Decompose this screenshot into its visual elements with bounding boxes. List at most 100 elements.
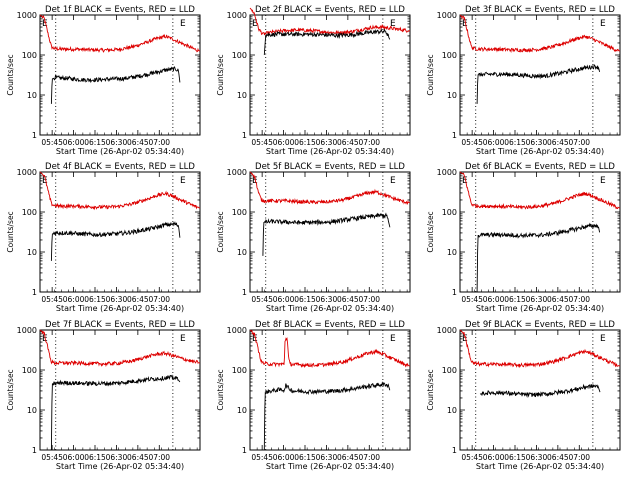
y-tick-label: 10 [27,406,37,415]
panel-title: Det 5f BLACK = Events, RED = LLD [255,162,405,172]
y-tick-label: 1000 [437,326,457,335]
x-tick-label: 06:30 [526,453,548,462]
y-tick-label: 100 [232,51,247,60]
x-tick-label: 07:00 [568,453,590,462]
x-axis-label: Start Time (26-Apr-02 05:34:40) [56,462,184,471]
x-tick-label: 06:30 [106,295,128,304]
e-annotation: E [390,334,396,344]
y-tick-label: 10 [237,406,247,415]
x-tick-label: 07:00 [148,295,170,304]
x-tick-label: 06:00 [483,138,505,147]
x-tick-label: 06:15 [294,453,316,462]
panel-det-4: Det 4f BLACK = Events, RED = LLD 1 10 100 10… [6,162,201,313]
events-series-line [476,222,601,293]
y-tick-label: 1000 [17,326,37,335]
y-tick-label: 100 [22,208,37,217]
e-annotation: E [42,176,48,186]
plot-frame [39,329,201,451]
events-series-line [479,383,601,399]
y-tick-label: 10 [447,406,457,415]
x-tick-label: 06:45 [127,295,149,304]
plot-frame [249,14,411,136]
e-annotation: E [180,334,186,344]
x-tick-label: 06:00 [273,295,295,304]
y-tick-label: 100 [22,366,37,375]
panel-title: Det 9f BLACK = Events, RED = LLD [465,320,615,330]
y-axis-label: Counts/sec [6,211,15,252]
e-annotation: E [600,334,606,344]
y-axis-label: Counts/sec [426,211,435,252]
x-axis-label: Start Time (26-Apr-02 05:34:40) [56,147,184,156]
x-tick-label: 06:15 [504,295,526,304]
events-series-line [263,381,391,451]
x-tick-label: 07:00 [148,138,170,147]
x-tick-label: 06:15 [84,295,106,304]
e-annotation: E [600,176,606,186]
x-tick-label: 06:45 [337,138,359,147]
y-tick-label: 100 [442,208,457,217]
x-tick-label: 05:45 [41,453,63,462]
x-tick-label: 06:45 [547,453,569,462]
panel-det-9: Det 9f BLACK = Events, RED = LLD 1 10 100 10… [426,320,621,471]
y-axis-label: Counts/sec [6,54,15,95]
e-annotation: E [180,176,186,186]
x-axis-label: Start Time (26-Apr-02 05:34:40) [266,147,394,156]
panel-title: Det 1f BLACK = Events, RED = LLD [45,5,195,15]
y-tick-label: 1000 [17,11,37,20]
x-tick-label: 07:00 [358,138,380,147]
panel-title: Det 2f BLACK = Events, RED = LLD [255,5,405,15]
lld-series-line [249,329,411,369]
x-tick-label: 05:45 [461,453,483,462]
x-axis-label: Start Time (26-Apr-02 05:34:40) [476,304,604,313]
y-tick-label: 1 [242,446,247,455]
e-annotation: E [180,19,186,29]
x-tick-label: 05:45 [251,453,273,462]
x-tick-label: 06:15 [504,138,526,147]
y-tick-label: 10 [237,248,247,257]
x-tick-label: 06:00 [63,295,85,304]
x-tick-label: 06:15 [504,453,526,462]
e-annotation: E [252,19,258,29]
y-tick-label: 10 [447,91,457,100]
e-annotation: E [462,176,468,186]
e-annotation: E [390,19,396,29]
y-axis-label: Counts/sec [216,54,225,95]
y-tick-label: 100 [232,366,247,375]
panel-det-2: Det 2f BLACK = Events, RED = LLD 1 10 100 10… [216,5,411,156]
x-tick-label: 05:45 [461,138,483,147]
x-tick-label: 05:45 [461,295,483,304]
x-tick-label: 06:30 [526,138,548,147]
x-tick-label: 07:00 [568,138,590,147]
x-tick-label: 06:00 [483,295,505,304]
y-tick-label: 1000 [437,168,457,177]
e-annotation: E [462,334,468,344]
e-annotation: E [600,19,606,29]
plot-frame [39,14,201,136]
plot-frame [249,329,411,451]
y-tick-label: 1000 [227,11,247,20]
events-series-line [50,66,181,104]
x-tick-label: 06:45 [547,138,569,147]
x-tick-label: 06:15 [84,453,106,462]
panel-title: Det 6f BLACK = Events, RED = LLD [465,162,615,172]
y-tick-label: 10 [27,248,37,257]
events-series-line [476,64,601,104]
y-tick-label: 1 [452,131,457,140]
y-tick-label: 10 [27,91,37,100]
x-tick-label: 06:00 [63,138,85,147]
plot-frame [459,14,621,136]
x-tick-label: 05:45 [41,295,63,304]
y-tick-label: 10 [237,91,247,100]
lld-series-line [39,329,201,368]
plot-frame [249,171,411,293]
panel-title: Det 7f BLACK = Events, RED = LLD [45,320,195,330]
x-axis-label: Start Time (26-Apr-02 05:34:40) [56,304,184,313]
x-tick-label: 06:00 [63,453,85,462]
x-tick-label: 07:00 [148,453,170,462]
x-tick-label: 06:30 [106,453,128,462]
y-tick-label: 1 [452,288,457,297]
x-tick-label: 06:45 [127,453,149,462]
y-tick-label: 100 [442,51,457,60]
x-tick-label: 07:00 [358,453,380,462]
y-tick-label: 1000 [17,168,37,177]
